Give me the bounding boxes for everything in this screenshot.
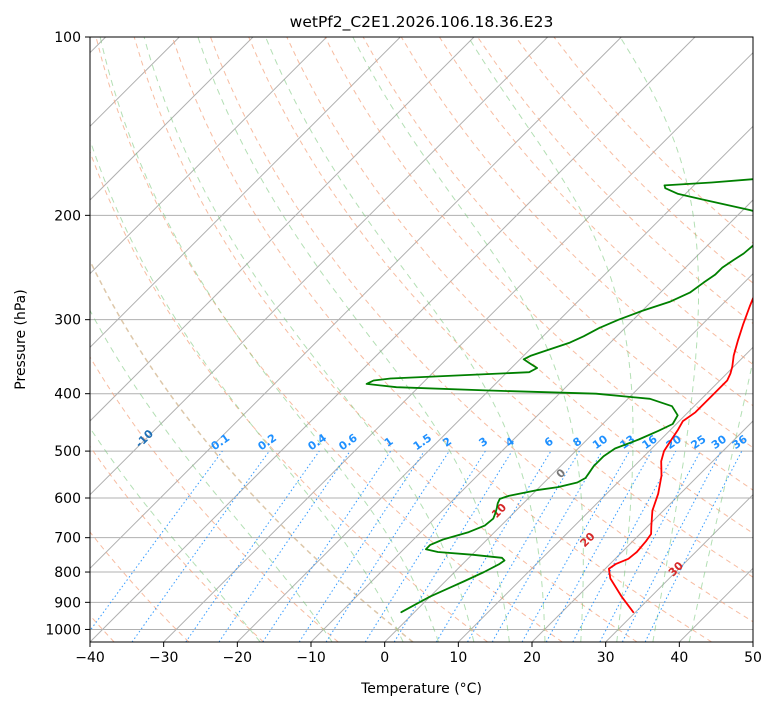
moist-adiabat-line [352,37,584,642]
dry-adiabat-line [438,37,753,366]
y-tick-label: 300 [54,313,81,329]
moist-adiabat-label: 40 [754,587,774,607]
dry-adiabat-line [90,445,264,642]
mixing-ratio-line [131,450,270,642]
moist-adiabat-line [265,37,546,642]
isotherm-gridline [90,37,549,496]
chart-title: wetPf2_C2E1.2026.106.18.36.E23 [290,13,554,32]
axes: −40 −30 −20 −10 0 10 20 30 40 50 100 200 300 400 500 60… [45,30,762,666]
isotherm-gridline [90,37,475,422]
moist-adiabat-line [90,138,404,642]
dry-adiabat-line [95,37,563,642]
dry-adiabats [90,37,753,642]
mixing-ratio-line [644,450,743,642]
mixing-ratio-line [298,450,425,642]
x-tick-label: −30 [149,650,179,666]
dry-adiabat-line [286,37,753,534]
grid-layer [90,37,753,642]
isotherm-gridline [90,37,401,349]
isotherm-gridline [531,420,753,642]
y-tick-label: 600 [54,491,81,507]
dry-adiabat-line [171,37,712,642]
dry-adiabat-line [133,37,638,642]
dewpoint-profile-line [365,178,753,614]
y-tick-label: 400 [54,387,81,403]
mixing-ratio-line [393,450,513,642]
isotherm-gridline [236,125,753,642]
y-tick-label: 100 [54,30,81,46]
mixing-ratio-line [325,450,450,642]
moist-adiabat-line [688,358,753,642]
profile-series [365,178,753,614]
dry-adiabat-line [90,531,190,642]
y-tick-label: 700 [54,531,81,547]
x-tick-label: 30 [597,650,615,666]
x-tick-label: 40 [670,650,688,666]
isotherm-gridline [384,272,753,642]
isotherm-gridline [605,493,753,642]
y-tick-label: 1000 [45,622,81,638]
isotherm-gridline [163,51,753,642]
plot-background [90,37,753,642]
x-tick-label: 0 [380,650,389,666]
moist-adiabat-line [143,37,475,642]
mixing-ratio-line [262,450,392,642]
isotherm-gridline [457,346,753,642]
dry-adiabat-line [400,37,753,407]
isotherm-gridline [90,37,254,201]
moist-adiabat-line [619,37,699,642]
y-axis-label: Pressure (hPa) [13,289,29,389]
mixing-ratio-line [572,450,677,642]
isotherm-gridline [90,37,696,642]
temperature-profile-line [608,295,753,614]
dry-adiabat-line [90,259,414,642]
plot-frame [89,36,754,643]
y-tick-label: 200 [54,208,81,224]
y-tick-label: 900 [54,595,81,611]
y-tick-label: 500 [54,444,81,460]
mixing-ratio-line [521,450,630,642]
mixing-ratio-lines [90,450,743,642]
isotherm-gridline [752,641,753,642]
x-axis-label: Temperature (°C) [360,681,482,697]
mixing-ratio-line [90,450,223,632]
mixing-ratio-line [545,450,653,642]
x-tick-label: 20 [523,650,541,666]
x-tick-label: −20 [223,650,253,666]
x-tick-label: −10 [296,650,326,666]
y-tick-label: 800 [54,565,81,581]
moist-adiabat-line [197,37,510,642]
isotherm-gridline [90,37,328,275]
mixing-ratio-line [218,450,351,642]
x-tick-label: 50 [744,650,762,666]
dry-adiabat-line [90,356,339,642]
dry-adiabat-line [515,37,753,284]
x-tick-label: 10 [449,650,467,666]
moist-adiabat-line [90,427,261,642]
isotherm-gridline [90,37,622,570]
x-tick-label: −40 [75,650,105,666]
mixing-ratio-line [185,450,320,642]
dry-adiabat-line [248,37,753,578]
dry-adiabat-line [90,150,488,642]
